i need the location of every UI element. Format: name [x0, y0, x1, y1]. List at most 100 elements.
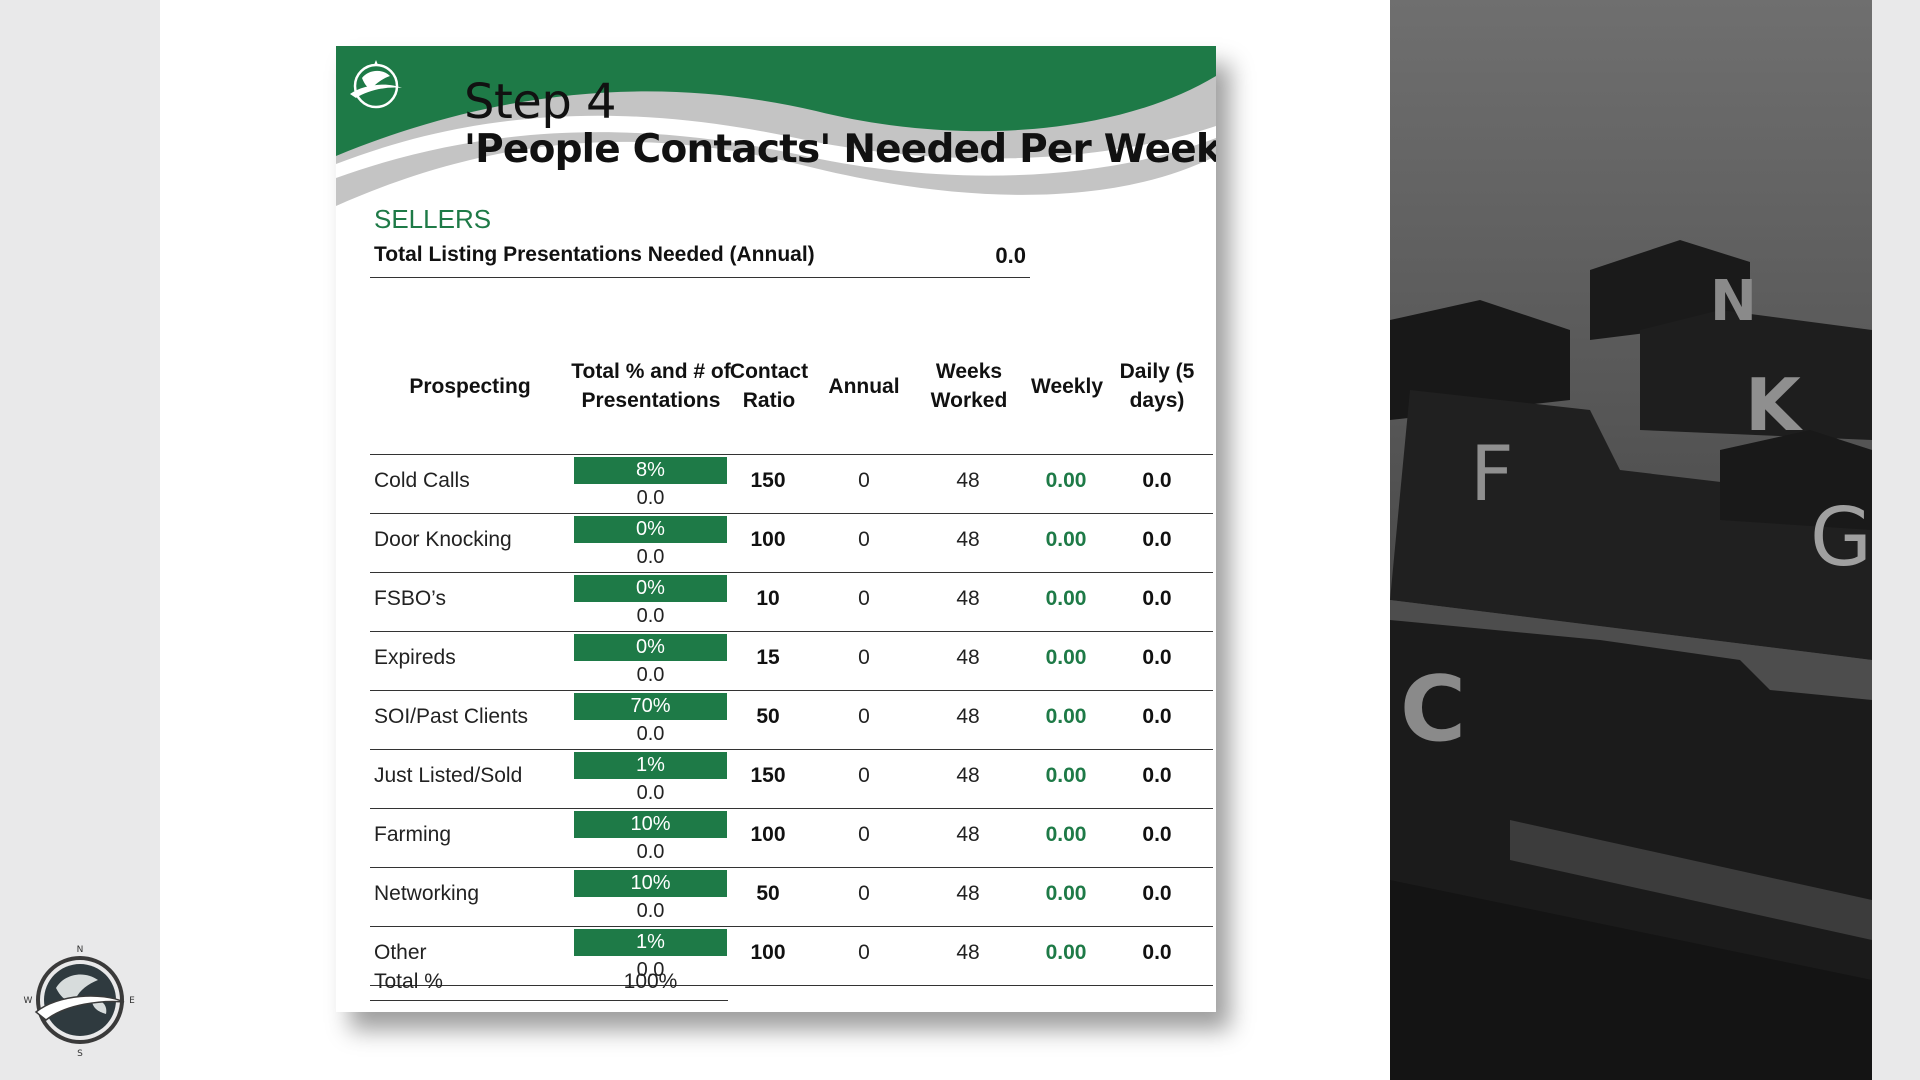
row-annual: 0 — [858, 823, 870, 846]
total-presentations-value: 0.0 — [995, 243, 1026, 268]
row-percent-cell[interactable]: 1% — [574, 929, 727, 956]
table-row: SOI/Past Clients 70% 0.0 50 0 48 0.00 0.… — [370, 691, 1213, 750]
row-percent-cell[interactable]: 1% — [574, 752, 727, 779]
row-source-name: Expireds — [374, 646, 456, 669]
total-percent-row: Total % 100% — [370, 966, 728, 1001]
row-presentations-count: 0.0 — [636, 959, 665, 981]
row-presentations-count: 0.0 — [636, 605, 665, 627]
row-contact-ratio[interactable]: 150 — [750, 764, 786, 787]
row-percent-cell[interactable]: 10% — [574, 870, 727, 897]
row-presentations-count: 0.0 — [636, 546, 665, 568]
row-contact-ratio[interactable]: 50 — [756, 705, 780, 728]
row-weeks-worked[interactable]: 48 — [956, 705, 980, 728]
col-total-presentations: Total % and # of Presentations — [571, 360, 731, 412]
row-weekly: 0.00 — [1045, 941, 1087, 964]
row-source-name: FSBO’s — [374, 587, 446, 610]
row-weeks-worked[interactable]: 48 — [956, 882, 980, 905]
row-presentations-count: 0.0 — [636, 782, 665, 804]
col-contact-ratio: Contact Ratio — [729, 360, 809, 412]
row-annual: 0 — [858, 764, 870, 787]
row-annual: 0 — [858, 587, 870, 610]
compass-south: S — [77, 1049, 83, 1058]
tab-letter-n: N — [1710, 269, 1757, 334]
total-presentations-row: Total Listing Presentations Needed (Annu… — [370, 243, 1030, 278]
table-row: Cold Calls 8% 0.0 150 0 48 0.00 0.0 — [370, 455, 1213, 514]
table-row: Other 1% 0.0 100 0 48 0.00 0.0 — [370, 927, 1213, 986]
table-row: Farming 10% 0.0 100 0 48 0.00 0.0 — [370, 809, 1213, 868]
row-daily: 0.0 — [1142, 764, 1172, 787]
row-source-name: Just Listed/Sold — [374, 764, 523, 787]
total-percent-value: 100% — [623, 970, 678, 993]
table-header: Prospecting Total % and # of Presentatio… — [370, 318, 1213, 455]
row-weekly: 0.00 — [1045, 823, 1087, 846]
file-tabs-illustration: N K F G C — [1390, 0, 1872, 1080]
tab-letter-c: C — [1400, 657, 1466, 762]
col-daily: Daily (5 days) — [1119, 360, 1195, 412]
row-contact-ratio[interactable]: 50 — [756, 882, 780, 905]
row-daily: 0.0 — [1142, 705, 1172, 728]
table-row: Just Listed/Sold 1% 0.0 150 0 48 0.00 0.… — [370, 750, 1213, 809]
row-source-name: Networking — [374, 882, 480, 905]
row-daily: 0.0 — [1142, 646, 1172, 669]
row-weeks-worked[interactable]: 48 — [956, 528, 980, 551]
row-percent-cell[interactable]: 8% — [574, 457, 727, 484]
row-weekly: 0.00 — [1045, 587, 1087, 610]
tab-letter-g: G — [1810, 491, 1872, 584]
row-percent-cell[interactable]: 10% — [574, 811, 727, 838]
row-daily: 0.0 — [1142, 823, 1172, 846]
right-margin — [1872, 0, 1920, 1080]
col-weeks-worked: Weeks Worked — [930, 360, 1008, 412]
row-weeks-worked[interactable]: 48 — [956, 941, 980, 964]
row-percent-cell[interactable]: 0% — [574, 634, 727, 661]
row-daily: 0.0 — [1142, 882, 1172, 905]
row-percent-cell[interactable]: 0% — [574, 516, 727, 543]
row-percent-cell[interactable]: 0% — [574, 575, 727, 602]
table-row: Door Knocking 0% 0.0 100 0 48 0.00 0.0 — [370, 514, 1213, 573]
row-presentations-count: 0.0 — [636, 841, 665, 863]
file-tabs-photo: N K F G C — [1390, 0, 1872, 1080]
row-presentations-count: 0.0 — [636, 664, 665, 686]
step-title: Step 4 — [464, 74, 617, 130]
row-source-name: SOI/Past Clients — [374, 705, 529, 728]
row-contact-ratio[interactable]: 150 — [750, 469, 786, 492]
tab-letter-k: K — [1745, 363, 1803, 447]
row-contact-ratio[interactable]: 15 — [756, 646, 780, 669]
row-weeks-worked[interactable]: 48 — [956, 587, 980, 610]
row-annual: 0 — [858, 646, 870, 669]
row-source-name: Door Knocking — [374, 528, 512, 551]
prospecting-table: Prospecting Total % and # of Presentatio… — [370, 318, 1213, 986]
row-source-name: Farming — [374, 823, 452, 846]
row-weeks-worked[interactable]: 48 — [956, 646, 980, 669]
row-presentations-count: 0.0 — [636, 900, 665, 922]
row-annual: 0 — [858, 528, 870, 551]
row-percent-cell[interactable]: 70% — [574, 693, 727, 720]
row-annual: 0 — [858, 941, 870, 964]
row-contact-ratio[interactable]: 100 — [750, 941, 786, 964]
row-presentations-count: 0.0 — [636, 723, 665, 745]
page-title: 'People Contacts' Needed Per Week — [464, 127, 1216, 172]
row-annual: 0 — [858, 469, 870, 492]
row-weekly: 0.00 — [1045, 764, 1087, 787]
row-weeks-worked[interactable]: 48 — [956, 764, 980, 787]
row-daily: 0.0 — [1142, 528, 1172, 551]
compass-globe-icon: N S E W — [24, 945, 136, 1058]
row-weekly: 0.00 — [1045, 646, 1087, 669]
total-percent-label: Total % — [374, 970, 443, 993]
col-prospecting: Prospecting — [409, 374, 531, 398]
table-row: Expireds 0% 0.0 15 0 48 0.00 0.0 — [370, 632, 1213, 691]
row-annual: 0 — [858, 705, 870, 728]
sellers-section-label: SELLERS — [374, 204, 492, 234]
row-contact-ratio[interactable]: 100 — [750, 823, 786, 846]
row-weeks-worked[interactable]: 48 — [956, 823, 980, 846]
total-presentations-label: Total Listing Presentations Needed (Annu… — [374, 243, 815, 266]
table-row: FSBO’s 0% 0.0 10 0 48 0.00 0.0 — [370, 573, 1213, 632]
row-daily: 0.0 — [1142, 587, 1172, 610]
row-weeks-worked[interactable]: 48 — [956, 469, 980, 492]
row-contact-ratio[interactable]: 100 — [750, 528, 786, 551]
table-row: Networking 10% 0.0 50 0 48 0.00 0.0 — [370, 868, 1213, 927]
row-daily: 0.0 — [1142, 469, 1172, 492]
col-annual: Annual — [828, 374, 900, 398]
row-contact-ratio[interactable]: 10 — [756, 587, 780, 610]
compass-west: W — [24, 996, 33, 1006]
row-source-name: Other — [374, 941, 427, 964]
